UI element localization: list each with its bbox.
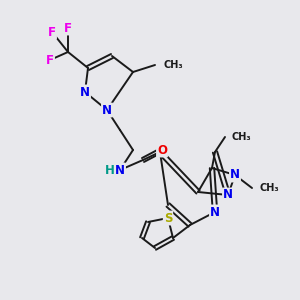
Text: H: H <box>105 164 115 176</box>
Text: F: F <box>48 26 56 38</box>
Text: F: F <box>46 53 54 67</box>
Text: N: N <box>102 103 112 116</box>
Text: S: S <box>164 212 172 224</box>
Text: N: N <box>115 164 125 176</box>
Text: N: N <box>80 85 90 98</box>
Text: O: O <box>157 143 167 157</box>
Text: F: F <box>64 22 72 34</box>
Text: N: N <box>230 169 240 182</box>
Text: CH₃: CH₃ <box>259 183 279 193</box>
Text: N: N <box>223 188 233 202</box>
Text: CH₃: CH₃ <box>232 132 252 142</box>
Text: N: N <box>210 206 220 218</box>
Text: CH₃: CH₃ <box>163 60 183 70</box>
